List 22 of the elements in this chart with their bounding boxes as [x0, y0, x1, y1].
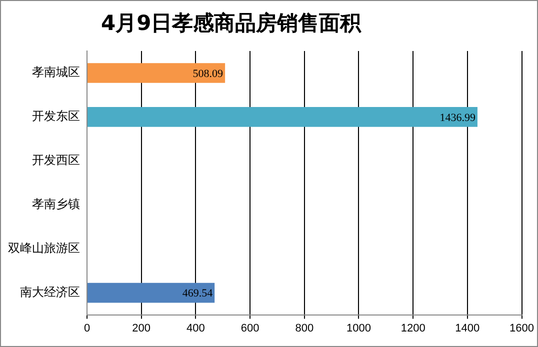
y-tick-label: 开发东区 — [32, 109, 80, 124]
x-tick-label: 0 — [84, 322, 90, 334]
bar — [88, 63, 226, 83]
x-tick-label: 200 — [132, 322, 151, 334]
data-label: 508.09 — [192, 68, 224, 80]
x-tick-label: 600 — [240, 322, 260, 334]
y-tick-label: 开发西区 — [32, 153, 80, 168]
bar — [88, 107, 478, 127]
x-tick-label: 1600 — [510, 322, 534, 334]
data-label: 469.54 — [182, 288, 214, 300]
x-tick-label: 1400 — [455, 322, 480, 334]
y-tick-label: 孝南乡镇 — [32, 197, 80, 212]
x-tick-label: 1200 — [400, 322, 426, 334]
x-tick-label: 1000 — [346, 322, 371, 334]
x-tick-label: 800 — [295, 322, 314, 334]
data-label: 1436.99 — [440, 112, 476, 124]
y-tick-label: 孝南城区 — [32, 65, 80, 80]
y-tick-label: 南大经济区 — [20, 284, 80, 299]
chart-title: 4月9日孝感商品房销售面积 — [101, 10, 362, 37]
x-tick-label: 400 — [186, 322, 205, 334]
y-tick-label: 双峰山旅游区 — [8, 240, 80, 255]
bar — [88, 282, 215, 303]
